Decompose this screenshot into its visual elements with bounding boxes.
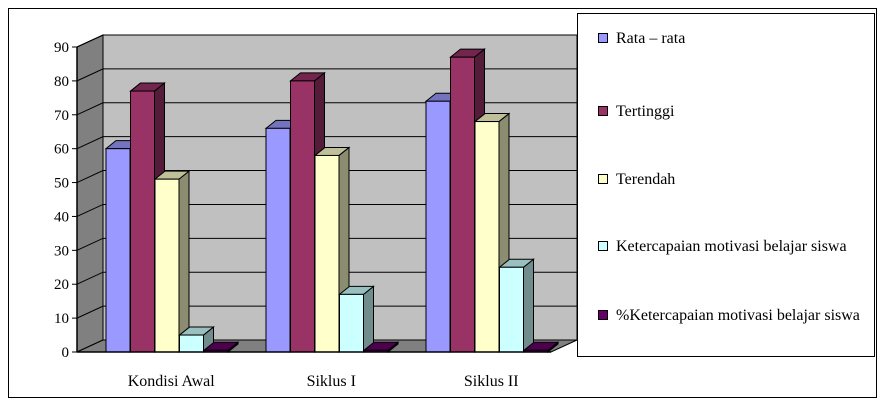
- legend-label-persen-ketercapaian: %Ketercapaian motivasi belajar siswa: [616, 307, 860, 324]
- bar-terendah-kondisi-awal: [153, 170, 191, 354]
- bar-terendah-siklus-i: [313, 146, 351, 354]
- bar-front: [105, 148, 131, 353]
- gridline-30: [76, 237, 577, 251]
- bar-side: [363, 285, 374, 354]
- legend-item-tertinggi: Tertinggi: [598, 101, 868, 122]
- bar-front: [450, 56, 475, 353]
- x-category-label-siklus-i: Siklus I: [307, 373, 356, 390]
- gridline-40: [76, 203, 577, 217]
- gridline-10: [76, 305, 577, 319]
- bar-front: [425, 100, 451, 353]
- bar-ketercapaian-motivasi-belajar-siswa-kondisi-awal: [178, 326, 215, 354]
- chart-legend: Rata – rata Tertinggi Terendah Ketercapa…: [577, 13, 875, 357]
- y-tick-label-40: 40: [54, 209, 69, 225]
- y-tick-label-20: 20: [54, 277, 69, 293]
- legend-swatch-persen-ketercapaian: [598, 310, 608, 320]
- x-category-label-siklus-ii: Siklus II: [464, 373, 519, 390]
- side-wall: [76, 34, 104, 353]
- bar-ketercapaian-motivasi-belajar-siswa-siklus-ii: [522, 341, 560, 354]
- bar-ketercapaian-motivasi-belajar-siswa-siklus-ii: [498, 258, 535, 354]
- y-tick-label-50: 50: [54, 176, 69, 192]
- legend-label-ketercapaian: Ketercapaian motivasi belajar siswa: [616, 238, 847, 255]
- legend-item-persen-ketercapaian: %Ketercapaian motivasi belajar siswa: [598, 305, 868, 326]
- bar-front: [290, 80, 315, 353]
- bar-side: [523, 258, 534, 354]
- x-category-label-kondisi-awal: Kondisi Awal: [128, 373, 216, 390]
- gridline-90: [76, 34, 577, 48]
- bar-ketercapaian-motivasi-belajar-siswa-siklus-i: [338, 285, 375, 354]
- bar-front: [474, 121, 500, 353]
- bar-ketercapaian-motivasi-belajar-siswa-siklus-i: [362, 341, 400, 354]
- bar-front: [499, 266, 524, 353]
- bar-front: [314, 154, 340, 353]
- y-tick-label-70: 70: [54, 108, 69, 124]
- legend-item-ketercapaian: Ketercapaian motivasi belajar siswa: [598, 236, 868, 257]
- bar-front: [179, 334, 204, 353]
- legend-label-tertinggi: Tertinggi: [616, 103, 675, 120]
- gridline-60: [76, 136, 577, 150]
- gridline-20: [76, 271, 577, 285]
- legend-swatch-terendah: [598, 174, 608, 184]
- y-tick-label-60: 60: [54, 142, 69, 158]
- y-tick-label-10: 10: [54, 311, 69, 327]
- legend-swatch-ketercapaian: [598, 241, 608, 251]
- y-tick-label-80: 80: [54, 74, 69, 90]
- legend-swatch-rata-rata: [598, 33, 608, 43]
- y-tick-label-30: 30: [54, 243, 69, 259]
- legend-item-terendah: Terendah: [598, 169, 868, 190]
- bar-front: [265, 127, 291, 353]
- legend-swatch-tertinggi: [598, 106, 608, 116]
- y-tick-label-90: 90: [54, 40, 69, 56]
- gridline-50: [76, 170, 577, 184]
- legend-label-rata-rata: Rata – rata: [616, 30, 686, 47]
- bar-front: [154, 178, 180, 353]
- y-tick-label-0: 0: [62, 345, 70, 361]
- legend-item-rata-rata: Rata – rata: [598, 28, 868, 49]
- gridline-80: [76, 68, 577, 82]
- gridline-70: [76, 102, 577, 116]
- bar-side: [178, 170, 190, 354]
- bar-front: [130, 90, 155, 353]
- bar-front: [339, 293, 364, 353]
- legend-label-terendah: Terendah: [616, 171, 676, 188]
